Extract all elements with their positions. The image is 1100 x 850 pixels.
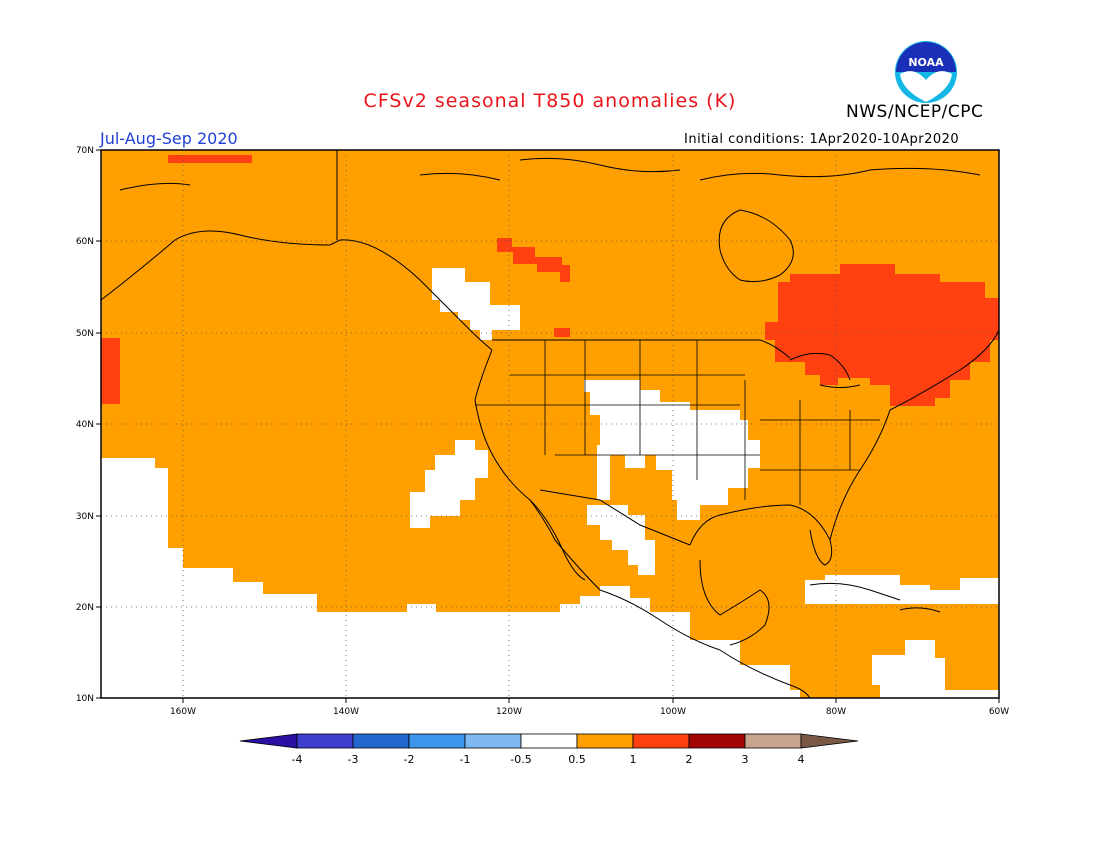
west-coast — [474, 349, 811, 699]
lon-label: 140W — [333, 707, 359, 717]
lat-labels: 70N 60N 50N 40N 30N 20N 10N — [76, 146, 94, 704]
colorbar-segment — [800, 733, 859, 749]
initial-conditions-label: Initial conditions: 1Apr2020-10Apr2020 — [684, 132, 960, 147]
east-coast — [829, 329, 1000, 541]
lat-label: 40N — [76, 420, 94, 430]
colorbar-label: 0.5 — [568, 753, 586, 766]
neutral-region-pacific-south — [101, 458, 800, 698]
arctic-islands — [119, 157, 981, 191]
warm-region-west-edge — [101, 338, 120, 404]
colorbar-label: 3 — [742, 753, 749, 766]
canada-border — [492, 339, 791, 359]
colorbar-segment — [352, 733, 410, 749]
warm-region-alberta — [554, 328, 570, 337]
logo-text: NOAA — [908, 56, 944, 69]
colorbar-segment — [520, 733, 578, 749]
colorbar-segment — [576, 733, 634, 749]
lon-label: 120W — [496, 707, 522, 717]
lat-label: 60N — [76, 237, 94, 247]
colorbar-label: 4 — [798, 753, 805, 766]
agency-label: NWS/NCEP/CPC — [846, 102, 984, 122]
yucatan-coast — [699, 559, 770, 646]
colorbar-segment — [688, 733, 746, 749]
neutral-region-bc-coast — [432, 268, 520, 340]
lon-label: 80W — [826, 707, 846, 717]
baja-coast — [529, 499, 586, 581]
alaska-coast — [100, 230, 493, 351]
neutral-region-great-plains — [584, 380, 760, 520]
mexico-border — [539, 489, 691, 546]
hudson-bay — [718, 209, 794, 283]
cuba — [809, 582, 901, 601]
lat-label: 70N — [76, 146, 94, 156]
lat-label: 10N — [76, 694, 94, 704]
lat-label: 30N — [76, 512, 94, 522]
lon-label: 60W — [989, 707, 1009, 717]
colorbar-label: 1 — [630, 753, 637, 766]
gulf-coast — [689, 504, 833, 566]
coastlines — [100, 150, 1000, 699]
colorbar — [239, 733, 859, 749]
neutral-region-caribbean — [805, 575, 999, 698]
lat-label: 20N — [76, 603, 94, 613]
colorbar-segment — [408, 733, 466, 749]
noaa-logo: NOAA — [895, 41, 957, 103]
colorbar-segment — [744, 733, 802, 749]
colorbar-segment — [239, 733, 298, 749]
colorbar-label: -3 — [348, 753, 359, 766]
neutral-region-mexico — [587, 505, 655, 575]
colorbar-label: 2 — [686, 753, 693, 766]
warm-region-arctic — [168, 155, 252, 163]
hispaniola — [899, 607, 941, 613]
warm-region-eastern-canada — [765, 264, 999, 406]
axis-ticks — [96, 149, 1000, 703]
lon-label: 160W — [170, 707, 196, 717]
lon-label: 100W — [660, 707, 686, 717]
colorbar-label: -0.5 — [510, 753, 531, 766]
map-title: CFSv2 seasonal T850 anomalies (K) — [363, 90, 737, 112]
lon-labels: 160W 140W 120W 100W 80W 60W — [170, 707, 1009, 717]
warm-anomaly-regions — [101, 155, 999, 406]
great-lakes — [789, 352, 861, 388]
colorbar-label: -4 — [292, 753, 303, 766]
colorbar-segment — [296, 733, 354, 749]
lat-label: 50N — [76, 329, 94, 339]
warm-region-nwt — [497, 238, 570, 282]
neutral-region-pacific-east — [410, 440, 488, 528]
state-borders — [475, 340, 880, 505]
colorbar-segment — [464, 733, 522, 749]
colorbar-label: -2 — [404, 753, 415, 766]
season-label: Jul-Aug-Sep 2020 — [100, 129, 238, 148]
colorbar-segment — [632, 733, 690, 749]
colorbar-labels: -4 -3 -2 -1 -0.5 0.5 1 2 3 4 — [292, 753, 805, 766]
neutral-anomaly-regions — [101, 268, 999, 698]
colorbar-label: -1 — [460, 753, 471, 766]
